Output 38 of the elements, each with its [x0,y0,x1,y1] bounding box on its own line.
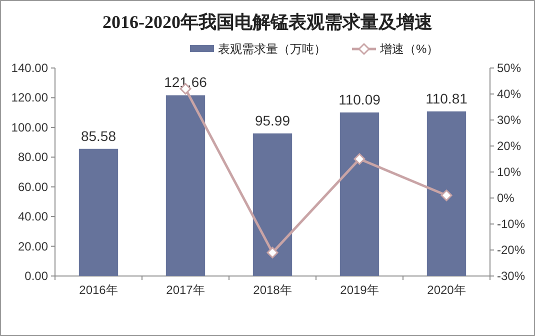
x-tick-label: 2020年 [427,283,466,297]
y2-tick-label: -20% [497,243,526,257]
bar [426,111,466,276]
y-tick-label: 20.00 [18,239,48,254]
y-tick-label: 40.00 [18,210,48,224]
point [440,190,452,202]
y2-tick-label: -30% [497,269,526,283]
y2-tick-label: 20% [497,139,522,153]
y-tick-label: 80.00 [18,150,48,164]
y2-tick-label: 10% [497,165,522,179]
data-label: 85.58 [80,128,116,144]
y-tick-label: 120.00 [11,90,48,105]
y-tick-label: 140.00 [11,61,48,75]
data-label: 95.99 [254,112,290,128]
x-tick-label: 2017年 [166,283,205,297]
y-tick-label: 100.00 [11,120,48,134]
x-tick-label: 2016年 [79,283,118,297]
chart-title: 2016-2020年我国电解锰表观需求量及增速 [102,12,432,32]
bar [166,95,206,276]
data-label: 110.81 [426,90,468,106]
data-label: 110.09 [338,91,381,108]
x-tick-label: 2018年 [253,283,292,297]
y2-tick-label: 50% [497,61,522,75]
point [354,153,366,165]
y-tick-label: 60.00 [18,180,48,194]
point [266,246,278,258]
x-tick-label: 2019年 [340,283,379,297]
bar [340,112,380,276]
y2-tick-label: -10% [497,217,526,231]
bar [252,133,292,276]
legend-label: 表观需求量（万吨） [218,42,326,56]
y2-tick-label: 0% [497,191,515,205]
y-tick-label: 0.00 [24,269,48,283]
legend-label: 增速（%） [379,42,439,56]
y2-tick-label: 40% [497,87,522,101]
data-label: 121.66 [164,74,208,90]
y2-tick-label: 30% [497,113,522,127]
bar [78,148,118,276]
